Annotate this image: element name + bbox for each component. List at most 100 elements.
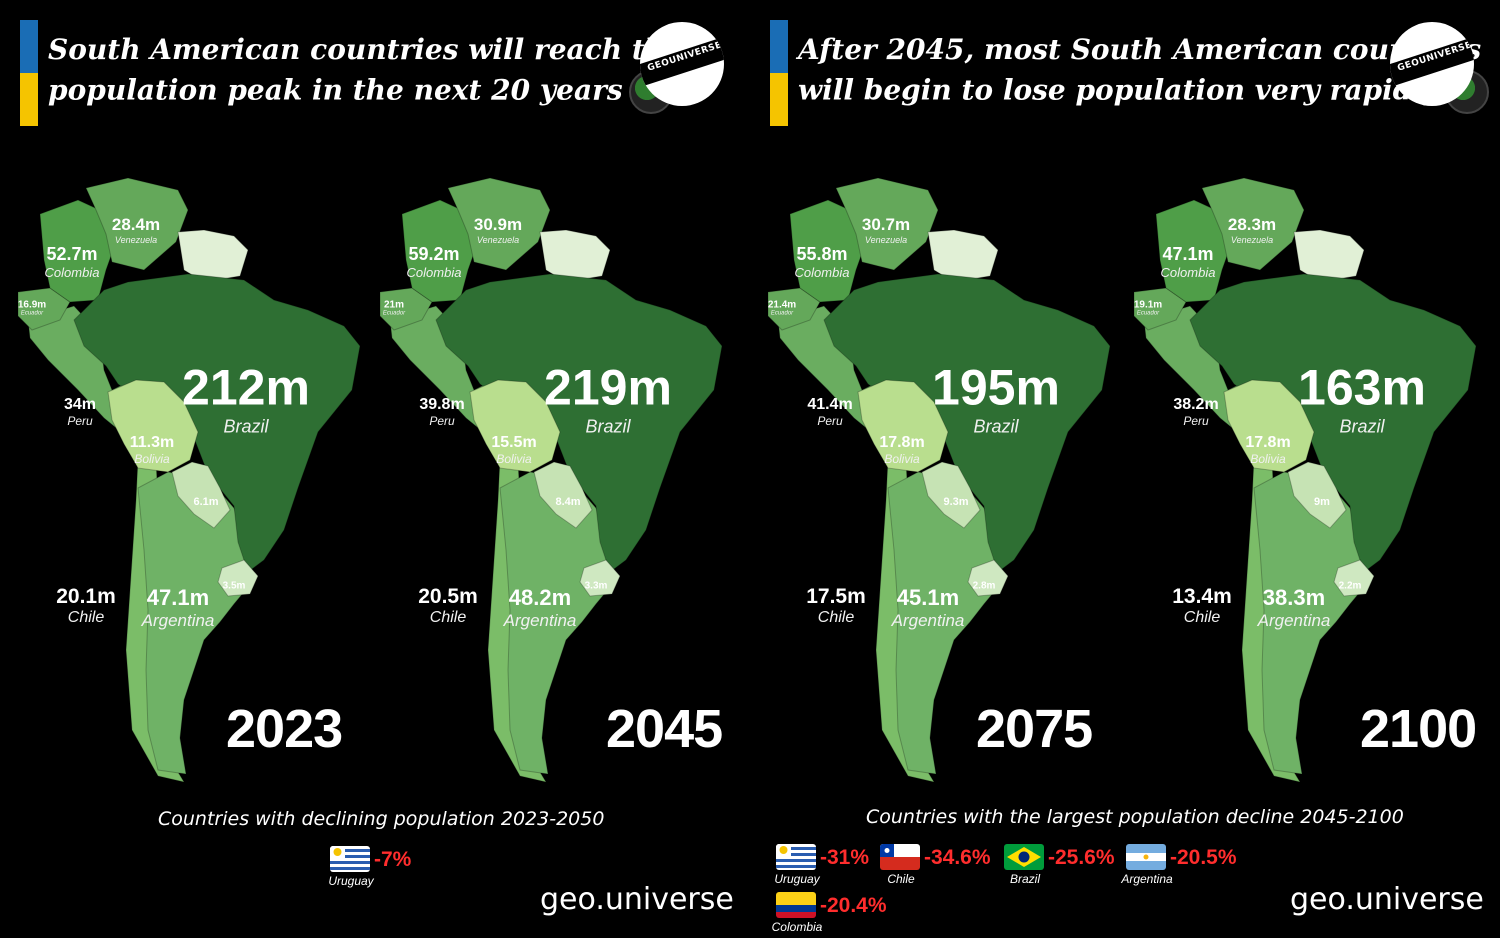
decline-country: Uruguay (328, 874, 374, 888)
ukraine-color-bar (770, 20, 788, 126)
chile-flag-icon (880, 844, 920, 870)
bolivia-name: Bolivia (884, 452, 920, 466)
venezuela-label: 28.3m Venezuela (1228, 215, 1276, 245)
bolivia-region (107, 379, 199, 473)
brazil-population: 163m (1298, 359, 1426, 416)
year-label: 2100 (1360, 699, 1477, 759)
paraguay-region (921, 461, 981, 529)
paraguay-region (171, 461, 231, 529)
argentina-name: Argentina (141, 611, 215, 630)
headline-line-2: will begin to lose population very rapid… (798, 70, 1490, 114)
geouniverse-logo: GEOUNIVERSE (1390, 22, 1474, 106)
uruguay-population: 3.3m (584, 580, 608, 592)
chile-population: 13.4m (1172, 585, 1232, 608)
uruguay-flag-icon (330, 846, 370, 872)
argentina-region (499, 471, 617, 775)
peru-population: 38.2m (1173, 396, 1219, 413)
ecuador-label: 21.4m Ecuador (768, 300, 796, 317)
bolivia-name: Bolivia (496, 452, 532, 466)
colombia-population: 55.8m (796, 244, 848, 264)
bolivia-population: 11.3m (129, 434, 175, 451)
chile-name: Chile (1183, 609, 1221, 626)
colombia-label: 52.7m Colombia (45, 244, 100, 280)
brazil-name: Brazil (1339, 416, 1385, 437)
decline-country: Brazil (1009, 872, 1040, 886)
map-2045: 219m Brazil 59.2m Colombia 30.9m Venezuela 21m… (370, 170, 740, 790)
venezuela-region (1201, 177, 1305, 271)
venezuela-name: Venezuela (114, 235, 158, 245)
ecuador-label: 19.1m Ecuador (1134, 300, 1162, 317)
south-america-map (17, 177, 361, 783)
argentina-population: 48.2m (508, 585, 572, 610)
brazil-flag-icon (1004, 844, 1044, 870)
brazil-name: Brazil (585, 416, 631, 437)
venezuela-label: 30.7m Venezuela (862, 215, 910, 245)
colombia-region (401, 199, 479, 303)
argentina-name: Argentina (891, 611, 965, 630)
venezuela-name: Venezuela (864, 235, 908, 245)
brazil-name: Brazil (973, 416, 1019, 437)
chile-label: 13.4m Chile (1172, 585, 1232, 627)
watermark: geo.universe (1290, 882, 1484, 917)
chile-label: 20.5m Chile (418, 585, 478, 627)
venezuela-population: 28.3m (1227, 215, 1277, 234)
bolivia-label: 17.8m Bolivia (1245, 434, 1290, 466)
decline-country: Colombia (771, 920, 823, 934)
peru-label: 34m Peru (64, 396, 96, 428)
left-panel: South American countries will reach thei… (0, 0, 750, 937)
chile-label: 17.5m Chile (806, 585, 866, 627)
ecuador-population: 21.4m (767, 299, 797, 311)
ecuador-name: Ecuador (382, 310, 406, 317)
argentina-population: 47.1m (146, 585, 210, 610)
argentina-region (887, 471, 1005, 775)
ecuador-name: Ecuador (1136, 310, 1160, 317)
paraguay-population: 6.1m (193, 496, 219, 508)
peru-label: 38.2m Peru (1173, 396, 1218, 428)
geouniverse-logo: GEOUNIVERSE (640, 22, 724, 106)
brazil-label: 212m Brazil (182, 359, 310, 438)
uruguay-label: 2.2m (1339, 581, 1362, 592)
venezuela-name: Venezuela (1230, 235, 1274, 245)
colombia-region (39, 199, 117, 303)
chile-name: Chile (67, 609, 105, 626)
paraguay-population: 8.4m (555, 496, 581, 508)
chile-population: 20.1m (56, 585, 116, 608)
colombia-name: Colombia (794, 265, 850, 280)
venezuela-region (85, 177, 189, 271)
brazil-label: 163m Brazil (1298, 359, 1426, 438)
argentina-population: 45.1m (896, 585, 960, 610)
colombia-name: Colombia (44, 265, 100, 280)
peru-population: 39.8m (419, 396, 465, 413)
peru-population: 41.4m (807, 396, 853, 413)
colombia-region (789, 199, 867, 303)
headline: After 2045, most South American countrie… (798, 30, 1490, 114)
south-america-map (379, 177, 723, 783)
map-2023: 212m Brazil 52.7m Colombia 28.4m Venezuela 16.… (8, 170, 378, 790)
colombia-population: 59.2m (408, 244, 460, 264)
bolivia-population: 17.8m (1245, 434, 1291, 451)
argentina-region (137, 471, 255, 775)
map-2100: 163m Brazil 47.1m Colombia 28.3m Venezuela 19.… (1124, 170, 1494, 790)
watermark: geo.universe (540, 882, 734, 917)
venezuela-label: 28.4m Venezuela (112, 215, 160, 245)
uruguay-flag-icon (776, 844, 816, 870)
colombia-name: Colombia (406, 265, 462, 280)
peru-label: 41.4m Peru (807, 396, 852, 428)
argentina-label: 38.3m Argentina (1258, 585, 1331, 631)
year-label: 2023 (226, 699, 343, 759)
decline-pct: -20.4% (820, 894, 887, 917)
ecuador-label: 16.9m Ecuador (18, 300, 46, 317)
colombia-population: 52.7m (46, 244, 98, 264)
peru-name: Peru (429, 414, 455, 428)
right-panel: After 2045, most South American countrie… (750, 0, 1500, 937)
guianas-region (177, 229, 249, 283)
uruguay-population: 2.2m (1338, 580, 1362, 592)
argentina-population: 38.3m (1262, 585, 1326, 610)
chile-label: 20.1m Chile (56, 585, 116, 627)
argentina-flag-icon (1126, 844, 1166, 870)
brazil-population: 195m (932, 359, 1060, 416)
chile-name: Chile (817, 609, 855, 626)
chile-population: 17.5m (806, 585, 866, 608)
peru-name: Peru (817, 414, 843, 428)
decline-pct: -7% (374, 848, 412, 871)
